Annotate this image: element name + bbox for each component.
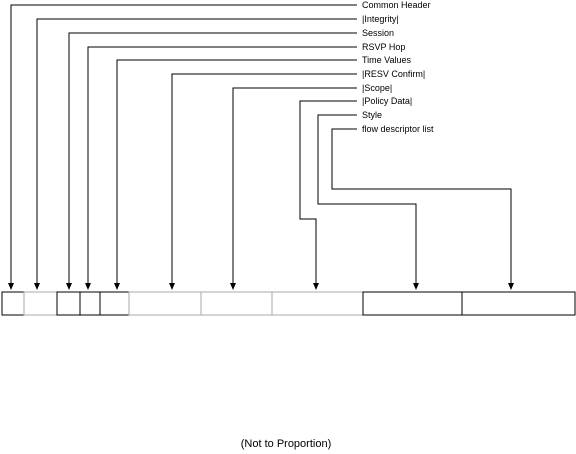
leader-style: [317, 114, 417, 284]
caption: (Not to Proportion): [241, 438, 331, 450]
box-time-values: [99, 291, 130, 316]
arrowhead-rsvp-hop: [85, 283, 91, 290]
leader-policy-data: [299, 100, 357, 284]
box-common-header: [1, 291, 25, 316]
box-flow-descriptor-list: [461, 291, 576, 316]
label-scope: |Scope|: [362, 83, 392, 93]
label-resv-confirm: |RESV Confirm|: [362, 69, 425, 79]
label-session: Session: [362, 28, 394, 38]
leader-integrity: [36, 18, 357, 284]
box-integrity: [23, 291, 58, 316]
leader-rsvp-hop: [87, 46, 357, 284]
label-integrity: |Integrity|: [362, 14, 399, 24]
leader-flow-descriptor-list: [331, 128, 512, 284]
leader-common-header: [10, 4, 357, 284]
box-session: [56, 291, 81, 316]
label-flow-descriptor-list: flow descriptor list: [362, 124, 434, 134]
box-policy-data: [271, 291, 364, 316]
leader-time-values: [116, 59, 357, 284]
label-rsvp-hop: RSVP Hop: [362, 42, 405, 52]
leader-session: [68, 32, 357, 284]
box-resv-confirm: [128, 291, 202, 316]
leader-lines: [8, 4, 514, 290]
label-policy-data: |Policy Data|: [362, 96, 412, 106]
arrowhead-integrity: [34, 283, 40, 290]
leader-resv-confirm: [171, 73, 357, 284]
arrowhead-policy-data: [313, 283, 319, 290]
field-labels: Common Header |Integrity| Session RSVP Hop T…: [362, 0, 434, 134]
arrowhead-scope: [230, 283, 236, 290]
box-rsvp-hop: [79, 291, 101, 316]
arrowhead-style: [413, 283, 419, 290]
field-boxes: [1, 291, 576, 316]
leader-scope: [232, 87, 357, 284]
label-common-header: Common Header: [362, 0, 431, 10]
label-time-values: Time Values: [362, 55, 412, 65]
arrowhead-resv-confirm: [169, 283, 175, 290]
box-scope: [200, 291, 273, 316]
box-style: [362, 291, 463, 316]
arrowhead-common-header: [8, 283, 14, 290]
arrowhead-time-values: [114, 283, 120, 290]
arrowhead-flow-descriptor-list: [508, 283, 514, 290]
label-style: Style: [362, 110, 382, 120]
arrowhead-session: [66, 283, 72, 290]
